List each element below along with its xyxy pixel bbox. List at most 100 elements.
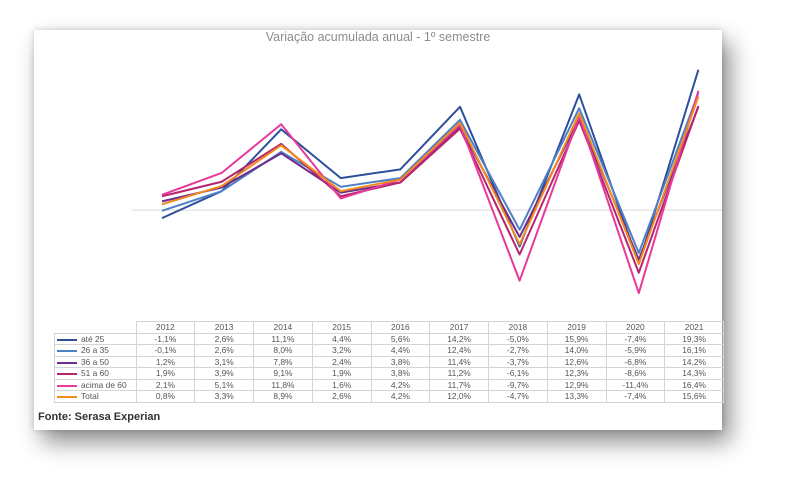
data-label: 12,3% xyxy=(546,367,607,380)
data-label: 1,9% xyxy=(135,367,196,380)
series-line-2 xyxy=(161,106,700,261)
x-tick-label: 2017 xyxy=(429,321,489,334)
data-label: 13,3% xyxy=(546,390,607,403)
series-line-0 xyxy=(161,69,700,265)
data-label: 16,1% xyxy=(664,344,724,357)
data-label: 4,2% xyxy=(370,378,431,391)
series-line-4 xyxy=(161,90,700,295)
legend-entry: acima de 60 xyxy=(54,378,137,391)
table-row: 26 a 35 -0,1% 2,6% 8,0% 3,2% 4,4% 12,4% -2,7% 14… xyxy=(54,344,724,357)
data-label: -6,1% xyxy=(488,367,548,380)
data-label: 8,0% xyxy=(253,344,313,357)
data-label: -9,7% xyxy=(488,378,548,391)
data-label: 3,1% xyxy=(194,355,254,368)
data-label: 15,6% xyxy=(664,390,724,403)
data-label: 2,6% xyxy=(194,332,254,345)
legend-label: 36 a 50 xyxy=(81,356,109,367)
data-label: 2,1% xyxy=(135,378,196,391)
legend-swatch xyxy=(57,361,77,364)
x-tick-label: 2020 xyxy=(605,321,666,334)
data-label: 5,1% xyxy=(194,378,254,391)
data-label: 3,2% xyxy=(311,344,372,357)
data-label: 11,1% xyxy=(253,332,313,345)
data-label: 4,4% xyxy=(370,344,431,357)
series-line-5 xyxy=(161,96,700,265)
data-label: 14,2% xyxy=(429,332,489,345)
data-label: 2,6% xyxy=(194,344,254,357)
data-label: -4,7% xyxy=(488,390,548,403)
legend-label: até 25 xyxy=(81,333,105,344)
table-corner xyxy=(55,322,137,334)
data-label: 11,7% xyxy=(429,378,489,391)
data-label: 12,9% xyxy=(546,378,607,391)
data-label: 3,8% xyxy=(370,355,431,368)
data-label: 12,4% xyxy=(429,344,489,357)
line-chart xyxy=(132,69,722,295)
legend-swatch xyxy=(57,384,77,387)
data-label: 11,8% xyxy=(253,378,313,391)
legend-label: 51 a 60 xyxy=(81,368,109,379)
data-label: -7,4% xyxy=(605,390,666,403)
x-tick-label: 2018 xyxy=(488,321,548,334)
data-label: -3,7% xyxy=(488,355,548,368)
x-tick-label: 2014 xyxy=(253,321,313,334)
legend-entry: 26 a 35 xyxy=(54,344,137,357)
data-label: -11,4% xyxy=(605,378,666,391)
data-label: 15,9% xyxy=(546,332,607,345)
data-label: 3,8% xyxy=(370,367,431,380)
x-tick-label: 2012 xyxy=(135,321,196,334)
legend-swatch xyxy=(57,373,77,376)
data-label: 14,3% xyxy=(664,367,724,380)
data-label: -0,1% xyxy=(135,344,196,357)
data-label: 4,4% xyxy=(311,332,372,345)
data-label: 5,6% xyxy=(370,332,431,345)
data-label: 11,2% xyxy=(429,367,489,380)
x-tick-label: 2015 xyxy=(311,321,372,334)
data-label: -2,7% xyxy=(488,344,548,357)
data-label: 9,1% xyxy=(253,367,313,380)
table-header-row: 2012 2013 2014 2015 2016 2017 2018 2019 2020 2021 xyxy=(55,321,724,334)
x-tick-label: 2021 xyxy=(664,321,724,334)
data-label: 3,3% xyxy=(194,390,254,403)
x-tick-label: 2013 xyxy=(194,321,254,334)
data-label: 4,2% xyxy=(370,390,431,403)
data-label: 2,4% xyxy=(311,355,372,368)
legend-entry: 51 a 60 xyxy=(54,367,137,380)
data-label: 1,2% xyxy=(135,355,196,368)
data-label: -5,9% xyxy=(605,344,666,357)
table-row: Total 0,8% 3,3% 8,9% 2,6% 4,2% 12,0% -4,7% 13,3%… xyxy=(54,390,724,403)
table-row: 51 a 60 1,9% 3,9% 9,1% 1,9% 3,8% 11,2% -6,1% 12,… xyxy=(54,367,724,380)
table-row: 36 a 50 1,2% 3,1% 7,8% 2,4% 3,8% 11,4% -3,7% 12,… xyxy=(54,355,724,368)
data-label: 0,8% xyxy=(135,390,196,403)
x-tick-label: 2016 xyxy=(370,321,431,334)
source-note: Fonte: Serasa Experian xyxy=(38,411,161,423)
data-label: 12,6% xyxy=(546,355,607,368)
data-label: 14,2% xyxy=(664,355,724,368)
data-label: 16,4% xyxy=(664,378,724,391)
legend-entry: até 25 xyxy=(54,332,137,345)
data-label: 14,0% xyxy=(546,344,607,357)
legend-entry: Total xyxy=(54,390,137,403)
series-line-3 xyxy=(161,105,700,274)
data-label: 19,3% xyxy=(664,332,724,345)
data-label: -1,1% xyxy=(135,332,196,345)
chart-card: Variação acumulada anual - 1º semestre 2… xyxy=(34,30,724,430)
chart-title: Variação acumulada anual - 1º semestre xyxy=(265,30,491,44)
data-label: 3,9% xyxy=(194,367,254,380)
legend-swatch xyxy=(57,338,77,341)
data-label: 7,8% xyxy=(253,355,313,368)
data-label: 1,6% xyxy=(311,378,372,391)
data-label: 11,4% xyxy=(429,355,489,368)
data-label: 8,9% xyxy=(253,390,313,403)
legend-swatch xyxy=(57,396,77,399)
data-label: -8,6% xyxy=(605,367,666,380)
table-row: até 25 -1,1% 2,6% 11,1% 4,4% 5,6% 14,2% -5,0% 15… xyxy=(54,332,724,345)
data-table: 2012 2013 2014 2015 2016 2017 2018 2019 2020 2021… xyxy=(54,321,724,403)
data-label: -5,0% xyxy=(488,332,548,345)
data-label: 2,6% xyxy=(311,390,372,403)
data-label: 12,0% xyxy=(429,390,489,403)
data-label: 1,9% xyxy=(311,367,372,380)
legend-label: acima de 60 xyxy=(81,379,127,390)
table-row: acima de 60 2,1% 5,1% 11,8% 1,6% 4,2% 11,7% -9,… xyxy=(54,378,724,391)
data-label: -6,8% xyxy=(605,355,666,368)
